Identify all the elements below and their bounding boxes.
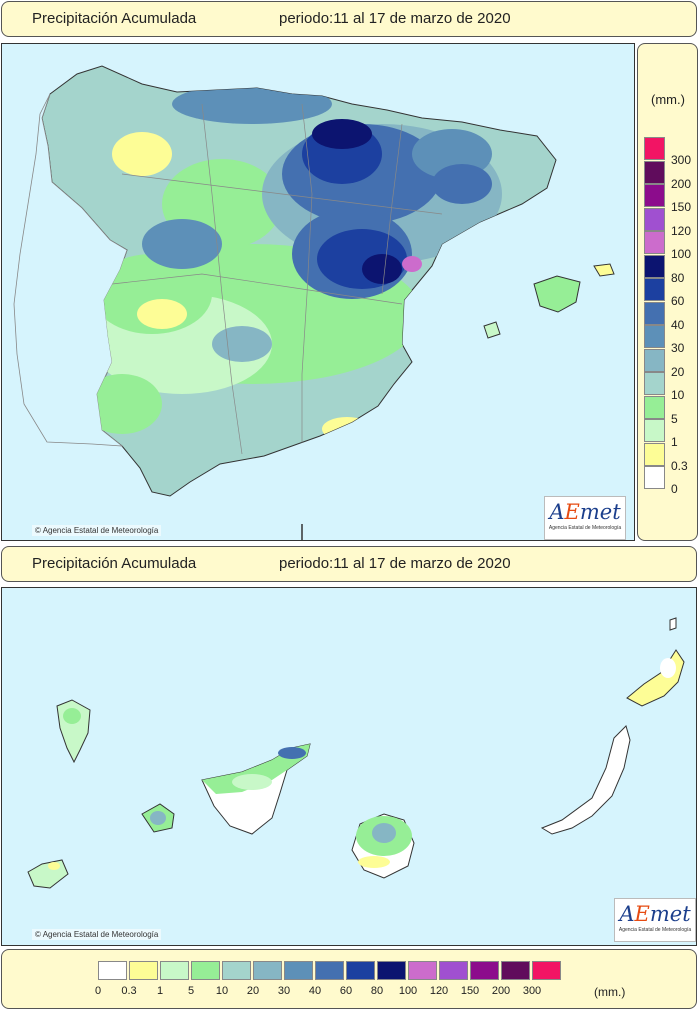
legend-swatch-h (191, 961, 220, 980)
legend-label: 200 (671, 176, 692, 191)
legend-swatch-h (98, 961, 127, 980)
legend-swatch (644, 278, 665, 301)
legend-swatch (644, 184, 665, 207)
legend-swatch (644, 231, 665, 254)
legend-swatch-h (222, 961, 251, 980)
period-label: periodo:11 al 17 de marzo de 2020 (279, 10, 511, 27)
legend-label: 60 (671, 294, 685, 308)
legend-swatch-h (346, 961, 375, 980)
canarias-map-graphic (27, 617, 685, 889)
legend-swatch (644, 325, 665, 348)
legend-label-h: 1 (156, 985, 164, 997)
legend-swatch-h (377, 961, 406, 980)
legend-label: 20 (671, 364, 685, 379)
legend-swatch-h (439, 961, 468, 980)
canarias-map: © Agencia Estatal de Meteorología AEmet … (1, 587, 697, 946)
legend-label: 0.3 (671, 458, 688, 473)
map-title-canarias: Precipitación Acumulada (32, 555, 197, 572)
legend-swatch (644, 137, 665, 160)
legend-swatch-h (501, 961, 530, 980)
legend-label-h: 150 (460, 985, 480, 997)
peninsula-map-graphic (13, 65, 615, 540)
legend-label: 100 (671, 247, 692, 261)
legend-swatch-h (532, 961, 561, 980)
legend-swatch (644, 160, 665, 184)
period-label-canarias: periodo:11 al 17 de marzo de 2020 (279, 555, 511, 572)
credit-label: © Agencia Estatal de Meteorología (32, 525, 162, 536)
credit-label-canarias: © Agencia Estatal de Meteorología (32, 929, 162, 940)
legend-swatch-h (470, 961, 499, 980)
legend-swatch-h (315, 961, 344, 980)
legend-unit: (mm.) (651, 92, 685, 107)
legend-swatch-h (160, 961, 189, 980)
legend-swatch (644, 254, 665, 278)
top-title-bar: Precipitación Acumulada periodo:11 al 17… (1, 1, 697, 37)
legend-swatch (644, 207, 665, 231)
legend-label: 300 (671, 153, 692, 167)
legend-label-h: 40 (308, 985, 322, 997)
legend-label: 150 (671, 200, 692, 214)
legend-unit-bottom: (mm.) (594, 985, 626, 999)
legend-label: 30 (671, 341, 685, 355)
legend-label: 40 (671, 317, 685, 332)
aemet-logo-canarias: AEmet Agencia Estatal de Meteorología (614, 898, 696, 942)
map-title: Precipitación Acumulada (32, 10, 197, 27)
legend-label-h: 120 (429, 985, 449, 997)
legend-label-h: 10 (215, 985, 229, 997)
legend-swatch (644, 301, 665, 325)
horizontal-legend: 0 0.3 1 5 10 20 30 40 60 80 100 120 150 200 300 (mm.) (1, 949, 697, 1009)
legend-swatch (644, 442, 665, 466)
legend-swatch (644, 348, 665, 372)
legend-label: 10 (671, 388, 685, 402)
legend-label-h: 5 (187, 985, 195, 997)
legend-swatch (644, 466, 665, 489)
legend-swatch-h (129, 961, 158, 980)
legend-label-h: 30 (277, 985, 291, 997)
legend-label-h: 80 (370, 985, 384, 997)
aemet-logo: AEmet Agencia Estatal de Meteorología (544, 496, 626, 540)
legend-swatch-h (284, 961, 313, 980)
legend-swatch (644, 372, 665, 395)
vertical-legend: (mm.) 300 200 150 120 100 80 60 40 30 20 10 5 1 0.3 0 (637, 43, 698, 541)
legend-label-h: 0 (94, 985, 102, 997)
bottom-title-bar: Precipitación Acumulada periodo:11 al 17… (1, 546, 697, 582)
legend-label: 120 (671, 223, 692, 238)
legend-label: 1 (671, 435, 678, 449)
peninsula-map: © Agencia Estatal de Meteorología AEmet … (1, 43, 635, 541)
legend-swatch (644, 419, 665, 442)
legend-swatch (644, 395, 665, 419)
legend-swatch-h (408, 961, 437, 980)
legend-label-h: 20 (246, 985, 260, 997)
legend-swatch-h (253, 961, 282, 980)
legend-label-h: 100 (398, 985, 418, 997)
legend-label: 5 (671, 411, 678, 426)
legend-label-h: 60 (339, 985, 353, 997)
legend-label-h: 200 (491, 985, 511, 997)
legend-label-h: 300 (522, 985, 542, 997)
legend-label-h: 0.3 (121, 985, 137, 997)
legend-label: 0 (671, 482, 678, 496)
legend-label: 80 (671, 270, 685, 285)
